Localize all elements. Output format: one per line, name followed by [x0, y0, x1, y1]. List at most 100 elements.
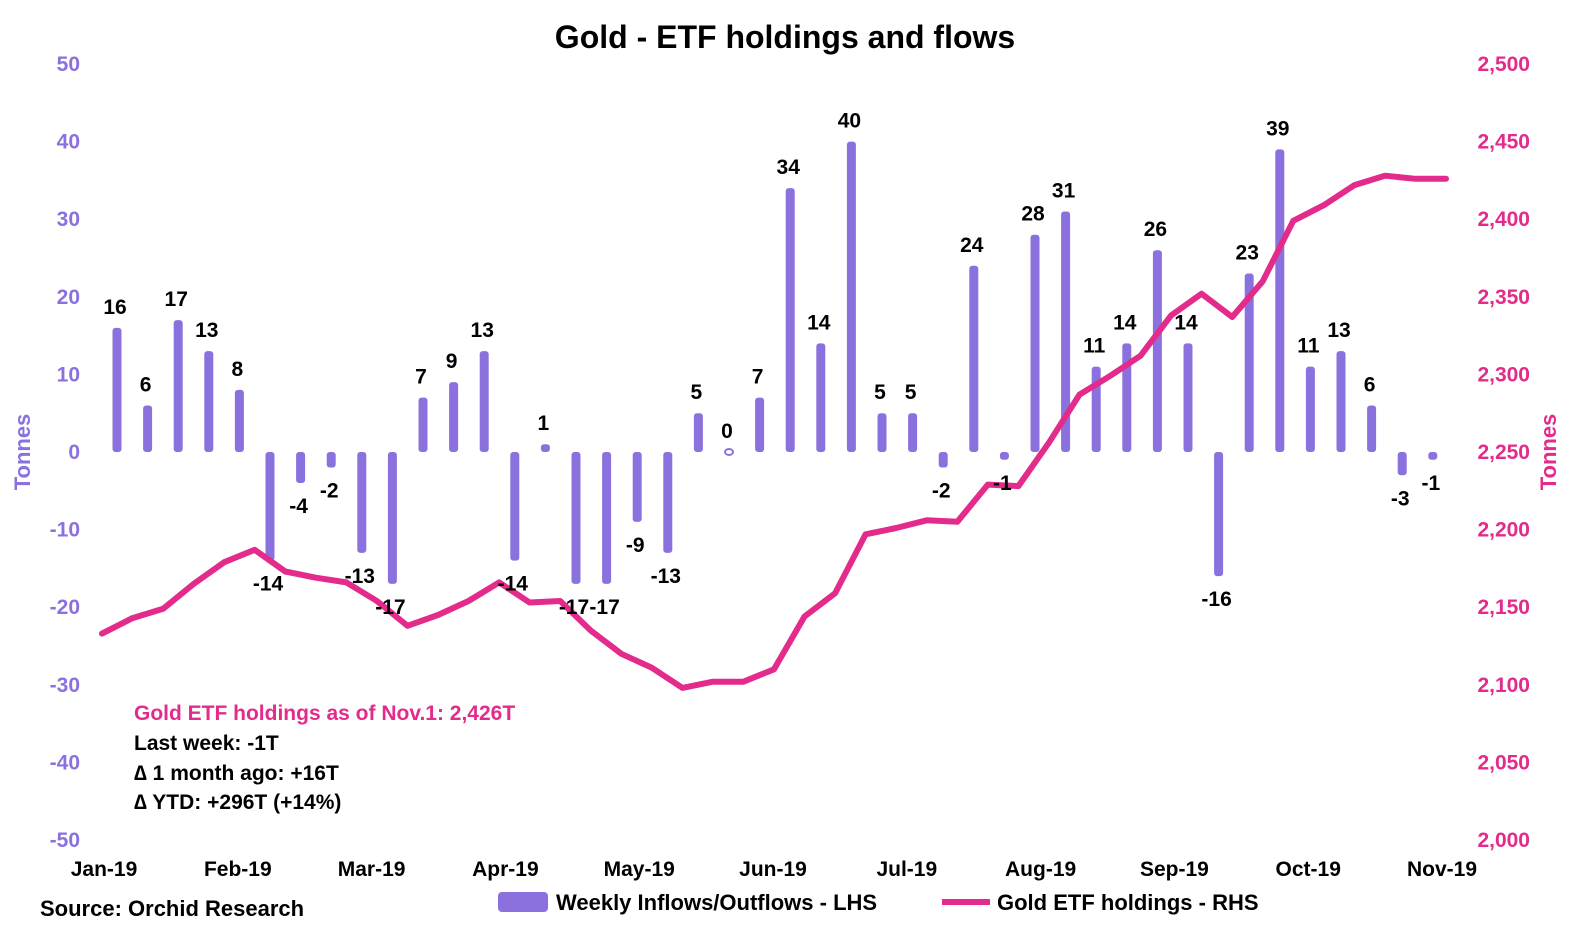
left-tick-label: -30: [50, 674, 80, 697]
bar: [1061, 211, 1071, 452]
x-tick-label: Nov-19: [1407, 858, 1477, 881]
right-axis-ticks: 2,500 2,450 2,400 2,350 2,300 2,250 2,200 2,150…: [1477, 53, 1530, 852]
bar-data-label: 14: [1174, 311, 1198, 334]
x-tick-label: Feb-19: [204, 858, 272, 881]
bar: [510, 452, 520, 561]
bar: [326, 452, 336, 468]
bar-data-label: -13: [345, 565, 375, 588]
bar-data-label: 28: [1021, 203, 1045, 226]
bar: [387, 452, 397, 584]
bar: [632, 452, 642, 522]
legend-line-label: Gold ETF holdings - RHS: [997, 890, 1259, 915]
bar: [1336, 351, 1346, 452]
bar: [1122, 343, 1132, 452]
bar: [755, 397, 765, 452]
bar-data-label: 14: [1113, 311, 1137, 334]
bar: [234, 389, 244, 452]
legend-bar-label: Weekly Inflows/Outflows - LHS: [556, 890, 877, 915]
bar-data-label: 39: [1266, 117, 1289, 140]
left-axis-ticks: 50 40 30 20 10 0 -10 -20 -30 -40 -50: [50, 53, 80, 852]
bar-data-label: -1: [993, 472, 1012, 495]
bar-data-label: 13: [471, 319, 494, 342]
bar: [1428, 452, 1438, 460]
bar-data-label: 13: [195, 319, 218, 342]
bar: [663, 452, 673, 553]
x-tick-label: Aug-19: [1005, 858, 1076, 881]
bar-data-label: 11: [1297, 335, 1320, 358]
bar: [540, 444, 550, 452]
bar: [877, 413, 887, 452]
annotation-month-ago: ∆ 1 month ago: +16T: [134, 762, 339, 785]
right-tick-label: 2,500: [1477, 53, 1530, 76]
right-tick-label: 2,350: [1477, 286, 1530, 309]
bar-data-label: 17: [165, 288, 188, 311]
line-series: [99, 172, 1449, 691]
bar-data-label: 40: [838, 110, 861, 133]
bar-data-label: -17: [559, 596, 589, 619]
bar-data-label: 24: [960, 234, 984, 257]
bar: [1397, 452, 1407, 476]
bar: [1214, 452, 1224, 577]
annotation-ytd: ∆ YTD: +296T (+14%): [134, 791, 341, 814]
bar: [999, 452, 1009, 460]
right-tick-label: 2,250: [1477, 441, 1530, 464]
bar: [1183, 343, 1193, 452]
bar-data-label: 7: [415, 366, 427, 389]
bar: [1244, 273, 1254, 452]
bar-data-label: -14: [253, 573, 284, 596]
right-tick-label: 2,400: [1477, 208, 1530, 231]
left-tick-label: -20: [50, 596, 80, 619]
chart-title: Gold - ETF holdings and flows: [555, 19, 1015, 55]
right-tick-label: 2,150: [1477, 596, 1530, 619]
bar: [846, 141, 856, 452]
annotation-headline: Gold ETF holdings as of Nov.1: 2,426T: [134, 702, 515, 725]
bar: [816, 343, 826, 452]
left-tick-label: 20: [57, 286, 80, 309]
bar-data-label: -17: [375, 596, 405, 619]
bar: [357, 452, 367, 553]
bar-data-label: 1: [538, 412, 550, 435]
bar-data-label: -16: [1201, 588, 1231, 611]
bar-data-label: -14: [498, 573, 529, 596]
bar: [1275, 149, 1285, 453]
left-axis-title: Tonnes: [10, 414, 35, 491]
bar-data-label: 6: [140, 373, 152, 396]
right-tick-label: 2,300: [1477, 363, 1530, 386]
bar-data-label: 5: [691, 381, 703, 404]
bar-data-label: 8: [232, 358, 244, 381]
left-tick-label: -40: [50, 751, 80, 774]
bar-data-label: 34: [777, 156, 801, 179]
bar-data-label: 9: [446, 350, 458, 373]
bar: [1030, 234, 1040, 452]
x-tick-label: Mar-19: [338, 858, 406, 881]
bar: [479, 351, 489, 452]
bar: [602, 452, 612, 584]
bar-data-label: -3: [1391, 487, 1410, 510]
bar: [908, 413, 918, 452]
right-tick-label: 2,000: [1477, 829, 1530, 852]
left-tick-label: 40: [57, 131, 80, 154]
bar-data-label: -9: [626, 534, 645, 557]
annotation-last-week: Last week: -1T: [134, 732, 279, 755]
bar-data-label: 5: [874, 381, 886, 404]
left-tick-label: 0: [68, 441, 80, 464]
left-tick-label: 30: [57, 208, 80, 231]
bar: [143, 405, 153, 452]
right-tick-label: 2,200: [1477, 519, 1530, 542]
bar: [724, 448, 734, 456]
bar-data-label: 14: [807, 311, 831, 334]
bar: [969, 265, 979, 452]
left-tick-label: 10: [57, 363, 80, 386]
x-tick-label: Apr-19: [472, 858, 539, 881]
source-note: Source: Orchid Research: [40, 896, 304, 921]
bar-series: [112, 141, 1438, 584]
bar-data-label: 5: [905, 381, 917, 404]
bar-data-label: -17: [589, 596, 619, 619]
legend: Weekly Inflows/Outflows - LHS Gold ETF h…: [498, 890, 1259, 915]
bar: [449, 382, 459, 452]
bar-data-label: 7: [752, 366, 764, 389]
bar: [296, 452, 306, 484]
x-tick-label: May-19: [604, 858, 675, 881]
bar-data-label: 13: [1327, 319, 1350, 342]
